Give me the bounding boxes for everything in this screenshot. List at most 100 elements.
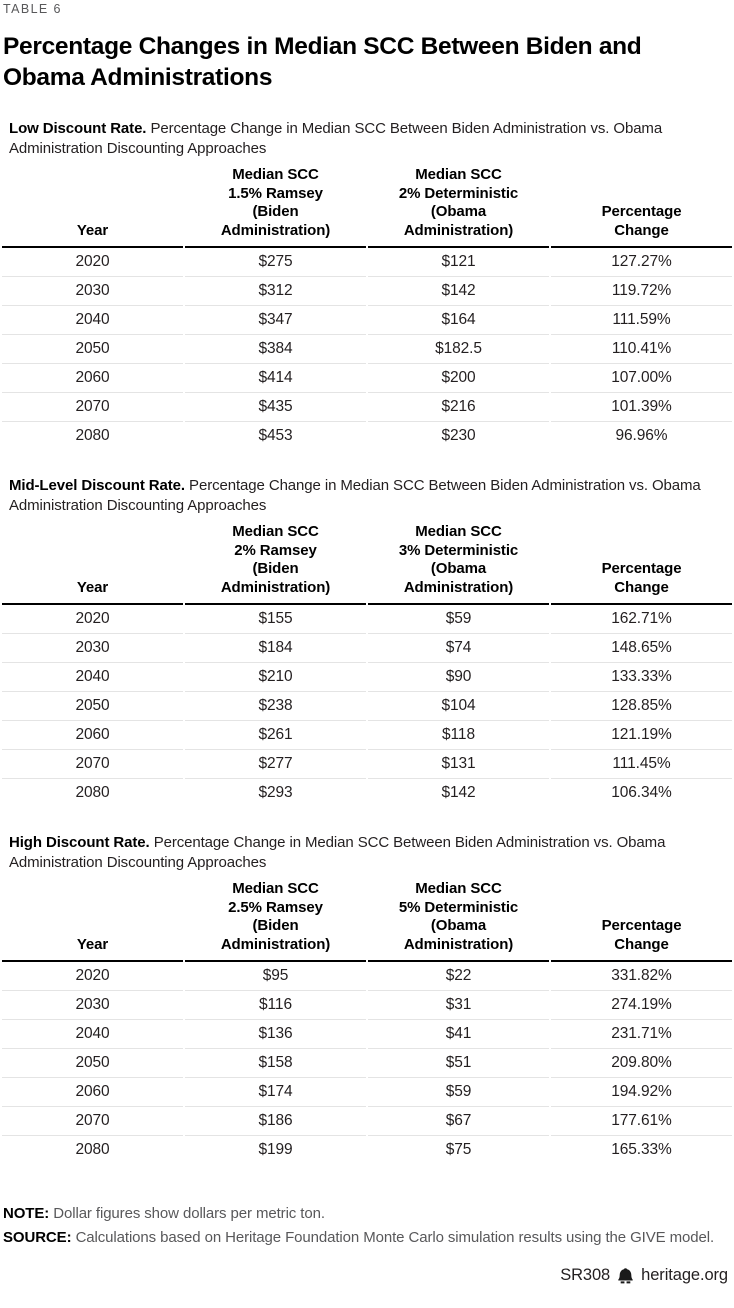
year-cell: 2070 — [2, 1107, 183, 1136]
section-label: Low Discount Rate. Percentage Change in … — [9, 119, 714, 158]
table-row: 2020 $275 $121 127.27% — [2, 248, 732, 277]
obama-scc-column-header: Median SCC 3% Deterministic (Obama Admin… — [368, 523, 549, 605]
percentage-change-cell: 209.80% — [551, 1049, 732, 1078]
year-cell: 2020 — [2, 962, 183, 991]
biden-median-scc-cell: $435 — [185, 393, 366, 422]
year-cell: 2070 — [2, 393, 183, 422]
table-row: 2020 $155 $59 162.71% — [2, 605, 732, 634]
biden-median-scc-cell: $184 — [185, 634, 366, 663]
section-label: Mid-Level Discount Rate. Percentage Chan… — [9, 476, 714, 515]
table-row: 2070 $435 $216 101.39% — [2, 393, 732, 422]
obama-median-scc-cell: $59 — [368, 605, 549, 634]
obama-scc-column-header: Median SCC 5% Deterministic (Obama Admin… — [368, 880, 549, 962]
year-cell: 2080 — [75, 1141, 110, 1158]
section-label-desc: Percentage Change in Median SCC Between … — [9, 477, 701, 514]
note-label: NOTE: — [3, 1205, 50, 1222]
biden-median-scc-cell: $384 — [185, 335, 366, 364]
section-label-desc: Percentage Change in Median SCC Between … — [9, 120, 663, 157]
year-cell: 2060 — [2, 1078, 183, 1107]
section-label-lead: Mid-Level Discount Rate. — [9, 477, 185, 494]
obama-median-scc-cell: $216 — [368, 393, 549, 422]
year-cell: 2020 — [2, 605, 183, 634]
table-row: 2020 $95 $22 331.82% — [2, 962, 732, 991]
percentage-change-column-header: Percentage Change — [551, 166, 732, 248]
table-row: 2040 $347 $164 111.59% — [2, 306, 732, 335]
year-cell: 2050 — [2, 335, 183, 364]
percentage-change-cell: 274.19% — [551, 991, 732, 1020]
obama-median-scc-cell: $164 — [368, 306, 549, 335]
table-row: 2060 $414 $200 107.00% — [2, 364, 732, 393]
percentage-change-cell: 162.71% — [551, 605, 732, 634]
year-column-header: Year — [2, 880, 183, 962]
percentage-change-cell: 231.71% — [551, 1020, 732, 1049]
footer-credit: SR308 heritage.org — [0, 1266, 728, 1285]
source-label: SOURCE: — [3, 1229, 72, 1246]
obama-median-scc-cell: $121 — [368, 248, 549, 277]
table-row: 2060 $174 $59 194.92% — [2, 1078, 732, 1107]
year-cell: 2030 — [2, 991, 183, 1020]
biden-median-scc-cell: $238 — [185, 692, 366, 721]
source-text: Calculations based on Heritage Foundatio… — [75, 1229, 715, 1246]
percentage-change-cell: 148.65% — [551, 634, 732, 663]
biden-scc-column-header: Median SCC 2% Ramsey (Biden Administrati… — [185, 523, 366, 605]
percentage-change-cell: 96.96% — [615, 427, 668, 444]
mid-level-discount-rate-section: Mid-Level Discount Rate. Percentage Chan… — [0, 476, 734, 807]
table-row: 2080 $293 $142 106.34% — [2, 779, 732, 807]
obama-median-scc-cell: $200 — [368, 364, 549, 393]
footnotes: NOTE: Dollar figures show dollars per me… — [3, 1202, 734, 1250]
biden-median-scc-cell: $186 — [185, 1107, 366, 1136]
obama-median-scc-cell: $104 — [368, 692, 549, 721]
high-discount-rate-table: Year Median SCC 2.5% Ramsey (Biden Admin… — [0, 880, 734, 1164]
note-text: Dollar figures show dollars per metric t… — [53, 1205, 325, 1222]
year-cell: 2080 — [75, 427, 110, 444]
obama-median-scc-cell: $75 — [445, 1141, 472, 1158]
year-cell: 2050 — [2, 692, 183, 721]
biden-median-scc-cell: $453 — [258, 427, 293, 444]
obama-median-scc-cell: $41 — [368, 1020, 549, 1049]
table-header: Year Median SCC 2.5% Ramsey (Biden Admin… — [2, 880, 732, 962]
section-label-desc: Percentage Change in Median SCC Between … — [9, 834, 666, 871]
obama-median-scc-cell: $74 — [368, 634, 549, 663]
percentage-change-cell: 194.92% — [551, 1078, 732, 1107]
table-row: 2070 $186 $67 177.61% — [2, 1107, 732, 1136]
table-body: 2020 $95 $22 331.82% 2030 $116 $31 274.19% 2040 $… — [2, 962, 732, 1164]
year-cell: 2040 — [2, 1020, 183, 1049]
biden-median-scc-cell: $347 — [185, 306, 366, 335]
biden-median-scc-cell: $136 — [185, 1020, 366, 1049]
year-cell: 2040 — [2, 306, 183, 335]
year-cell: 2060 — [2, 721, 183, 750]
biden-median-scc-cell: $261 — [185, 721, 366, 750]
obama-median-scc-cell: $142 — [441, 784, 476, 801]
table-row: 2030 $184 $74 148.65% — [2, 634, 732, 663]
year-column-header: Year — [2, 523, 183, 605]
biden-median-scc-cell: $95 — [185, 962, 366, 991]
table-row: 2080 $453 $230 96.96% — [2, 422, 732, 450]
biden-median-scc-cell: $174 — [185, 1078, 366, 1107]
percentage-change-cell: 165.33% — [611, 1141, 672, 1158]
percentage-change-cell: 119.72% — [551, 277, 732, 306]
percentage-change-cell: 106.34% — [611, 784, 672, 801]
report-code: SR308 — [560, 1266, 611, 1284]
mid-level-discount-rate-table: Year Median SCC 2% Ramsey (Biden Adminis… — [0, 523, 734, 807]
percentage-change-cell: 111.45% — [551, 750, 732, 779]
biden-median-scc-cell: $155 — [185, 605, 366, 634]
biden-median-scc-cell: $199 — [258, 1141, 293, 1158]
low-discount-rate-section: Low Discount Rate. Percentage Change in … — [0, 119, 734, 450]
page-title: Percentage Changes in Median SCC Between… — [3, 33, 642, 91]
percentage-change-column-header: Percentage Change — [551, 880, 732, 962]
year-cell: 2080 — [75, 784, 110, 801]
percentage-change-cell: 111.59% — [551, 306, 732, 335]
percentage-change-cell: 331.82% — [551, 962, 732, 991]
obama-median-scc-cell: $142 — [368, 277, 549, 306]
biden-median-scc-cell: $293 — [258, 784, 293, 801]
biden-scc-column-header: Median SCC 2.5% Ramsey (Biden Administra… — [185, 880, 366, 962]
obama-median-scc-cell: $118 — [368, 721, 549, 750]
percentage-change-cell: 133.33% — [551, 663, 732, 692]
section-label: High Discount Rate. Percentage Change in… — [9, 833, 714, 872]
obama-median-scc-cell: $31 — [368, 991, 549, 1020]
obama-median-scc-cell: $22 — [368, 962, 549, 991]
obama-median-scc-cell: $67 — [368, 1107, 549, 1136]
table-body: 2020 $275 $121 127.27% 2030 $312 $142 119.72% 20… — [2, 248, 732, 450]
percentage-change-cell: 121.19% — [551, 721, 732, 750]
obama-median-scc-cell: $59 — [368, 1078, 549, 1107]
